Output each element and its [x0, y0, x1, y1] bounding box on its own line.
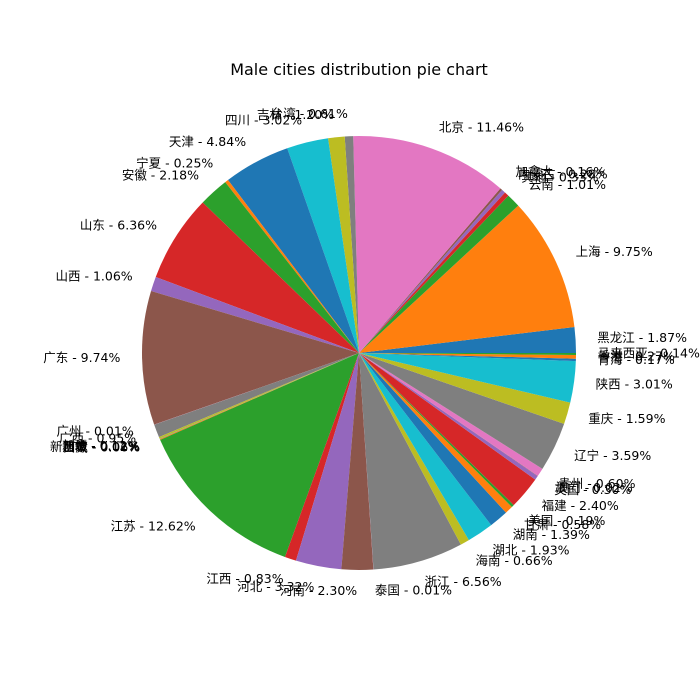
slice-label: 河北 - 3.32% — [237, 579, 314, 594]
slice-label: 湖北 - 1.93% — [492, 542, 569, 557]
pie-slice — [159, 353, 359, 440]
slice-label: 泰国 - 0.01% — [375, 583, 452, 598]
pie-slice — [328, 136, 359, 353]
slice-label: 新加坡 - 0.02% — [50, 439, 140, 454]
slice-label: 甘肃 - 0.58% — [524, 517, 601, 532]
slice-label: 日本 - 0.01% — [63, 439, 140, 454]
slice-label: 广西 - 0.95% — [59, 430, 136, 445]
pie-slice — [159, 353, 359, 439]
pie-slice — [344, 136, 359, 353]
pie-slice — [359, 353, 492, 541]
pie-slice — [295, 353, 359, 570]
pie-slice — [141, 291, 359, 425]
slice-label: 湖南 - 1.39% — [513, 527, 590, 542]
slice-label: 香港 - 0.27% — [598, 349, 675, 364]
slice-label: 英国 - 0.30% — [554, 482, 631, 497]
slice-label: 宁夏 - 0.25% — [136, 155, 213, 170]
slice-label: 新疆 - 0.12% — [62, 438, 139, 453]
pie-slice — [359, 353, 461, 570]
slice-label: 四川 - 3.02% — [225, 113, 302, 128]
pie-slice — [359, 353, 576, 355]
slice-label: 黑龙江 - 1.87% — [597, 330, 687, 345]
pie-slice — [359, 353, 514, 508]
slice-label: 云南 - 1.01% — [529, 177, 606, 192]
pie-slice — [359, 353, 538, 477]
slice-label: 山东 - 6.36% — [80, 217, 157, 232]
slice-label: 福建 - 2.40% — [542, 498, 619, 513]
pie-slice — [359, 353, 538, 480]
slice-label: 陕西 - 3.01% — [596, 376, 673, 391]
pie-slice — [155, 202, 359, 353]
pie-slice — [353, 136, 501, 353]
pie-slice — [359, 353, 507, 526]
pie-slice — [341, 353, 374, 570]
slice-label: 内蒙古 - 0.28% — [518, 167, 608, 182]
slice-label: 加拿大 - 0.16% — [516, 164, 606, 179]
slice-label: 辽宁 - 3.59% — [574, 448, 651, 463]
slice-label: 天津 - 4.84% — [169, 134, 246, 149]
pie-slice — [227, 148, 359, 353]
slice-label: 北京 - 11.46% — [439, 120, 524, 135]
slice-label: 浙江 - 6.56% — [425, 574, 502, 589]
pie-slice — [359, 353, 512, 513]
pie-slice — [359, 205, 575, 353]
slice-label: 江西 - 0.83% — [206, 571, 283, 586]
pie-slice — [202, 182, 359, 353]
pie-slice — [284, 353, 359, 561]
pie-slice — [359, 188, 503, 353]
slice-label: 广东 - 9.74% — [43, 350, 120, 365]
pie-slice — [160, 353, 359, 557]
pie-slice — [287, 138, 359, 353]
slice-label: 马来西亚 - 0.14% — [598, 346, 700, 361]
pie-slice — [359, 353, 576, 359]
slice-label: 江苏 - 12.62% — [111, 519, 196, 534]
pie-slice — [154, 353, 359, 438]
pie-slice — [151, 277, 359, 353]
slice-label: 上海 - 9.75% — [576, 244, 653, 259]
slice-label: 重庆 - 1.59% — [588, 411, 665, 426]
chart-title: Male cities distribution pie chart — [230, 60, 488, 79]
pie-slice — [359, 189, 505, 353]
pie-slice — [359, 353, 565, 469]
pie-slice — [359, 195, 519, 353]
pie-slice — [159, 353, 359, 440]
pie-slices — [141, 136, 576, 570]
pie-slice — [359, 326, 576, 353]
pie-slice — [359, 353, 576, 403]
slice-label: 广州 - 0.01% — [57, 423, 134, 438]
slice-label: 河南 - 2.30% — [280, 583, 357, 598]
pie-slice — [154, 353, 359, 425]
pie-slice — [359, 353, 576, 362]
pie-slice — [359, 353, 469, 545]
slice-label: 台湾 - 0.61% — [271, 106, 348, 121]
pie-slice — [359, 353, 536, 506]
pie-slice — [225, 180, 359, 353]
slice-label: 山西 - 1.06% — [56, 269, 133, 284]
pie-slice — [359, 353, 374, 570]
slice-label: 青海 - 0.17% — [598, 352, 675, 367]
slice-label: 安徽 - 2.18% — [122, 167, 199, 182]
pie-slice — [359, 353, 571, 424]
slice-label: 其他 - 0.33% — [521, 170, 598, 185]
slice-label: 西藏 - 0.06% — [63, 440, 140, 455]
slice-label: 美国 - 0.19% — [528, 513, 605, 528]
slice-label: 海南 - 0.66% — [476, 553, 553, 568]
pie-slice — [158, 353, 359, 439]
pie-slice — [359, 353, 543, 476]
slice-label: 贵州 - 0.60% — [558, 476, 635, 491]
slice-labels: 黑龙江 - 1.87% 上海 - 9.75% 云南 - 1.01%其他 - 0.33… — [43, 106, 700, 598]
pie-slice — [359, 192, 509, 353]
slice-label: 吉林 - 1.20% — [257, 107, 334, 122]
slice-label: 澳门 - 0.02% — [556, 480, 633, 495]
